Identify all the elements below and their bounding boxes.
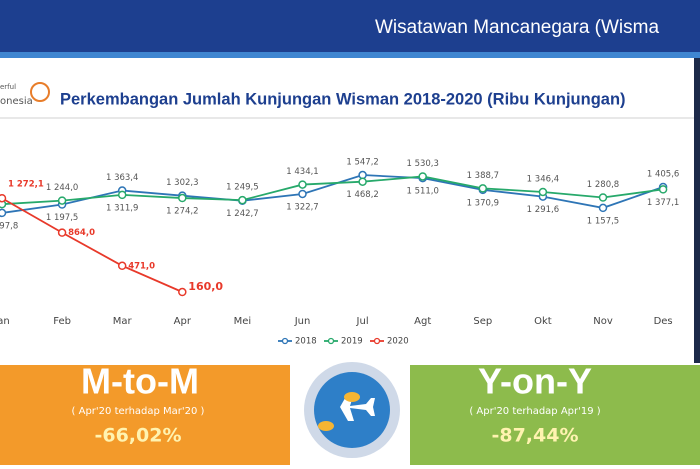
data-label: 1 377,1 xyxy=(647,198,679,208)
data-label: 1 388,7 xyxy=(467,171,499,181)
data-point xyxy=(358,177,367,186)
data-label: 1 434,1 xyxy=(286,167,318,177)
legend-marker xyxy=(327,337,335,345)
data-label: 1 547,2 xyxy=(346,158,378,168)
plane-icon xyxy=(318,393,375,421)
x-tick-label: Nov xyxy=(593,316,613,327)
data-point xyxy=(658,185,668,194)
icon-circle xyxy=(314,372,390,448)
panel-subtitle: ( Apr'20 terhadap Mar'20 ) xyxy=(72,406,205,417)
data-label: 1 242,7 xyxy=(226,209,258,219)
data-label: 1 405,6 xyxy=(647,169,679,179)
header-title: Wisatawan Mancanegara (Wisma xyxy=(375,17,659,38)
panel-value: -87,44% xyxy=(491,425,578,447)
data-label: 1 280,8 xyxy=(587,180,619,190)
data-label: 471,0 xyxy=(128,261,155,271)
mtom-panel xyxy=(0,365,290,465)
series-line xyxy=(1,175,664,206)
data-label: 1 272,1 xyxy=(8,180,44,190)
header-band xyxy=(0,0,700,52)
data-point xyxy=(538,187,548,197)
x-tick-label: Jul xyxy=(356,316,369,327)
x-tick-label: Feb xyxy=(53,316,71,327)
x-tick-label: Jan xyxy=(0,316,10,327)
data-label: 1 511,0 xyxy=(406,187,438,197)
logo-mark xyxy=(30,82,50,102)
data-point xyxy=(178,193,187,203)
data-label: 1 370,9 xyxy=(467,198,499,208)
data-label: 1 468,2 xyxy=(346,190,378,200)
data-point xyxy=(298,189,307,199)
data-point xyxy=(238,195,247,205)
data-label: 1 244,0 xyxy=(46,183,78,193)
x-tick-label: Mei xyxy=(234,316,252,327)
data-label: 1 530,3 xyxy=(406,159,438,169)
data-label: 1 322,7 xyxy=(286,202,318,212)
data-label: 1 346,4 xyxy=(527,174,559,184)
panel-title: Y-on-Y xyxy=(478,361,592,402)
logo-text: onesia xyxy=(0,96,33,107)
series-line xyxy=(1,174,664,214)
data-label: 864,0 xyxy=(68,228,95,238)
x-tick-label: Jun xyxy=(294,316,311,327)
panel-value: -66,02% xyxy=(94,425,181,447)
logo-text: erful xyxy=(0,83,16,91)
data-point xyxy=(0,208,7,218)
data-point xyxy=(478,184,488,193)
data-label: 1 249,5 xyxy=(226,183,258,193)
data-label: 1 302,3 xyxy=(166,178,198,188)
right-edge xyxy=(694,58,700,363)
data-label: 1 311,9 xyxy=(106,203,138,213)
panel-subtitle: ( Apr'20 terhadap Apr'19 ) xyxy=(469,406,600,417)
x-tick-label: Sep xyxy=(473,316,492,327)
plot: Jan Feb Mar Apr Mei Jun Jul Agt Sep Okt Nov Des 1 09… xyxy=(0,158,679,347)
legend-marker xyxy=(373,337,381,345)
cloud-icon xyxy=(344,392,360,402)
legend-label: 2018 xyxy=(295,337,317,347)
data-point xyxy=(598,193,608,202)
x-tick-label: Agt xyxy=(414,316,431,327)
data-point xyxy=(298,180,307,189)
header-stripe xyxy=(0,52,700,58)
data-label: 1 363,4 xyxy=(106,173,138,183)
x-tick-label: Des xyxy=(654,316,673,327)
legend-label: 2019 xyxy=(341,337,363,347)
panel-title: M-to-M xyxy=(81,361,199,402)
data-label: 1 274,2 xyxy=(166,207,198,217)
data-point xyxy=(418,172,427,181)
data-point xyxy=(57,228,67,237)
legend-label: 2020 xyxy=(387,337,409,347)
cloud-icon xyxy=(318,421,334,431)
data-point xyxy=(178,287,187,297)
x-tick-label: Okt xyxy=(534,316,552,327)
data-point xyxy=(598,203,608,213)
legend-marker xyxy=(281,337,289,345)
data-label: 1 097,8 xyxy=(0,221,18,231)
data-label: 1 291,6 xyxy=(527,205,559,215)
data-label: 1 197,5 xyxy=(46,213,78,223)
chart-title: Perkembangan Jumlah Kunjungan Wisman 201… xyxy=(60,90,626,108)
x-tick-label: Mar xyxy=(113,316,133,327)
x-tick-label: Apr xyxy=(174,316,192,327)
data-point xyxy=(0,193,7,203)
data-point xyxy=(117,190,127,200)
data-point xyxy=(117,261,127,271)
data-point xyxy=(57,196,67,205)
series-line xyxy=(1,197,183,293)
data-label: 160,0 xyxy=(188,280,223,293)
yony-panel xyxy=(410,365,700,465)
data-label: 1 157,5 xyxy=(587,216,619,226)
